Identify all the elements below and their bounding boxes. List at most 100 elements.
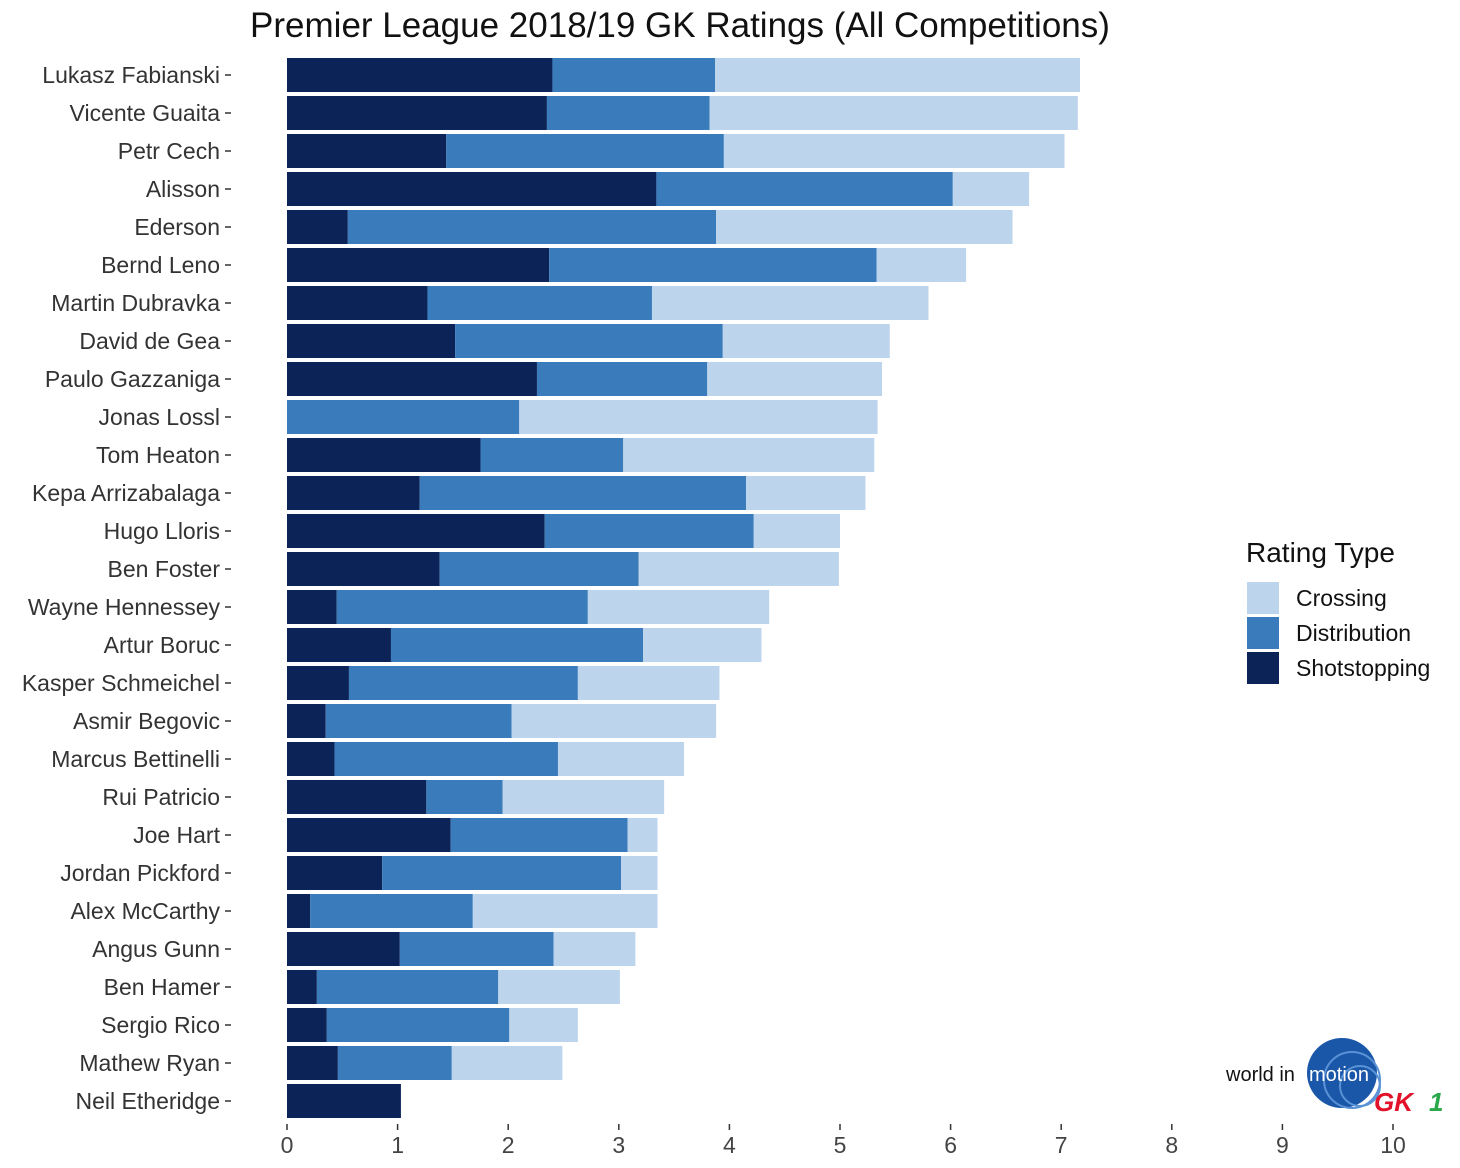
- bar-kepa-arrizabalaga-crossing: [745, 476, 866, 510]
- y-tick-label: Bernd Leno: [101, 252, 220, 278]
- bar-lukasz-fabianski-shotstopping: [287, 58, 553, 92]
- bar-petr-cech-shotstopping: [287, 134, 447, 168]
- bar-vicente-guaita-shotstopping: [287, 96, 547, 130]
- bar-marcus-bettinelli-crossing: [557, 742, 685, 776]
- bar-ederson-crossing: [716, 210, 1013, 244]
- y-tick-label: Wayne Hennessey: [28, 594, 221, 620]
- x-tick-label: 5: [834, 1132, 847, 1158]
- bar-vicente-guaita-crossing: [709, 96, 1078, 130]
- x-tick-label: 3: [612, 1132, 625, 1158]
- chart-title: Premier League 2018/19 GK Ratings (All C…: [250, 6, 1110, 45]
- y-tick-label: Lukasz Fabianski: [42, 62, 220, 88]
- bar-wayne-hennessey-crossing: [587, 590, 770, 624]
- y-tick-label: David de Gea: [79, 328, 220, 354]
- bar-hugo-lloris-crossing: [753, 514, 840, 548]
- x-tick-label: 1: [391, 1132, 404, 1158]
- bar-lukasz-fabianski-crossing: [715, 58, 1081, 92]
- bar-david-de-gea-crossing: [722, 324, 890, 358]
- bar-petr-cech-crossing: [723, 134, 1065, 168]
- bar-ben-hamer-distribution: [316, 970, 499, 1004]
- y-tick-label: Artur Boruc: [104, 632, 220, 658]
- bar-hugo-lloris-distribution: [544, 514, 754, 548]
- plot-area: [287, 58, 1081, 1118]
- x-axis: 0 1 2 3 4 5 6 7 8 9 10: [281, 1124, 1406, 1158]
- bar-jordan-pickford-shotstopping: [287, 856, 383, 890]
- bar-alex-mccarthy-shotstopping: [287, 894, 311, 928]
- bar-artur-boruc-crossing: [643, 628, 762, 662]
- bar-alisson-distribution: [656, 172, 953, 206]
- y-tick-label: Petr Cech: [118, 138, 220, 164]
- bar-david-de-gea-distribution: [455, 324, 723, 358]
- bar-asmir-begovic-distribution: [325, 704, 512, 738]
- bar-martin-dubravka-crossing: [651, 286, 929, 320]
- legend-title: Rating Type: [1246, 537, 1395, 568]
- bar-joe-hart-crossing: [627, 818, 658, 852]
- y-tick-label: Angus Gunn: [92, 936, 220, 962]
- bar-bernd-leno-shotstopping: [287, 248, 550, 282]
- bar-ben-foster-distribution: [439, 552, 639, 586]
- bar-angus-gunn-crossing: [553, 932, 636, 966]
- bar-wayne-hennessey-shotstopping: [287, 590, 337, 624]
- legend-label-crossing: Crossing: [1296, 585, 1387, 611]
- bar-david-de-gea-shotstopping: [287, 324, 456, 358]
- y-tick-label: Ederson: [134, 214, 220, 240]
- y-tick-label: Tom Heaton: [96, 442, 220, 468]
- logo-gk-digit: 1: [1429, 1087, 1443, 1117]
- bar-kepa-arrizabalaga-distribution: [419, 476, 746, 510]
- bar-rui-patricio-shotstopping: [287, 780, 427, 814]
- bar-mathew-ryan-shotstopping: [287, 1046, 338, 1080]
- x-tick-label: 6: [944, 1132, 957, 1158]
- legend-label-distribution: Distribution: [1296, 620, 1411, 646]
- bar-bernd-leno-distribution: [549, 248, 877, 282]
- bar-kepa-arrizabalaga-shotstopping: [287, 476, 420, 510]
- legend-swatch-crossing: [1247, 582, 1279, 614]
- bar-tom-heaton-distribution: [480, 438, 624, 472]
- x-tick-label: 9: [1276, 1132, 1289, 1158]
- y-tick-label: Sergio Rico: [101, 1012, 220, 1038]
- x-tick-label: 8: [1165, 1132, 1178, 1158]
- bar-lukasz-fabianski-distribution: [552, 58, 716, 92]
- bar-ben-hamer-shotstopping: [287, 970, 317, 1004]
- bar-alex-mccarthy-crossing: [472, 894, 658, 928]
- bar-jordan-pickford-crossing: [621, 856, 658, 890]
- globe-ring-inner: [1339, 1065, 1381, 1107]
- bar-artur-boruc-distribution: [390, 628, 644, 662]
- bar-ben-foster-shotstopping: [287, 552, 440, 586]
- x-tick-label: 7: [1055, 1132, 1068, 1158]
- bar-martin-dubravka-shotstopping: [287, 286, 428, 320]
- legend-swatch-shotstopping: [1247, 652, 1279, 684]
- y-tick-label: Jordan Pickford: [60, 860, 220, 886]
- y-axis: Lukasz Fabianski Vicente Guaita Petr Cech A…: [22, 62, 231, 1114]
- bar-paulo-gazzaniga-crossing: [707, 362, 883, 396]
- bar-angus-gunn-shotstopping: [287, 932, 400, 966]
- y-tick-label: Marcus Bettinelli: [51, 746, 220, 772]
- bar-tom-heaton-crossing: [623, 438, 875, 472]
- bar-sergio-rico-distribution: [326, 1008, 510, 1042]
- brand-logo: world in motion GK 1: [1225, 1038, 1443, 1117]
- y-tick-label: Neil Etheridge: [76, 1088, 220, 1114]
- y-tick-label: Hugo Lloris: [104, 518, 220, 544]
- bar-neil-etheridge-shotstopping: [287, 1084, 401, 1118]
- bar-angus-gunn-distribution: [399, 932, 554, 966]
- bar-hugo-lloris-shotstopping: [287, 514, 545, 548]
- x-tick-label: 2: [502, 1132, 515, 1158]
- y-tick-label: Asmir Begovic: [73, 708, 220, 734]
- bar-ben-hamer-crossing: [498, 970, 620, 1004]
- y-tick-label: Mathew Ryan: [79, 1050, 220, 1076]
- bar-kasper-schmeichel-distribution: [348, 666, 578, 700]
- bar-wayne-hennessey-distribution: [336, 590, 588, 624]
- bar-alisson-crossing: [952, 172, 1030, 206]
- bar-vicente-guaita-distribution: [546, 96, 710, 130]
- bar-ederson-distribution: [347, 210, 717, 244]
- y-tick-label: Joe Hart: [133, 822, 221, 848]
- y-tick-label: Vicente Guaita: [70, 100, 221, 126]
- bar-rui-patricio-distribution: [426, 780, 503, 814]
- bar-bernd-leno-crossing: [876, 248, 967, 282]
- y-tick-label: Ben Foster: [108, 556, 221, 582]
- y-tick-label: Alisson: [146, 176, 220, 202]
- legend-swatch-distribution: [1247, 617, 1279, 649]
- bar-jordan-pickford-distribution: [382, 856, 622, 890]
- bar-joe-hart-distribution: [450, 818, 628, 852]
- bar-jonas-lossl-crossing: [519, 400, 878, 434]
